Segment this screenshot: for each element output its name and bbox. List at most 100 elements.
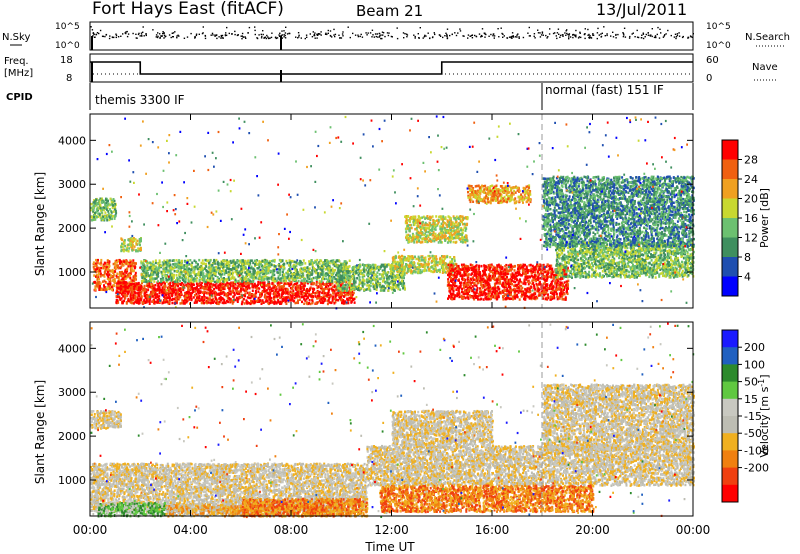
- heat-cell: [275, 279, 278, 283]
- nsky-point: [326, 33, 328, 36]
- heat-cell: [317, 285, 320, 289]
- heat-cell: [259, 292, 262, 295]
- heat-cell: [268, 283, 271, 287]
- nsky-point: [622, 32, 624, 34]
- heat-cell: [257, 296, 260, 300]
- heat-cell: [346, 292, 349, 296]
- heat-cell: [137, 247, 140, 250]
- heat-cell: [289, 281, 292, 284]
- heat-cell: [241, 300, 244, 304]
- heat-cell: [279, 259, 282, 262]
- heat-cell: [98, 288, 101, 291]
- heat-cell: [163, 291, 166, 294]
- heat-cell: [209, 277, 212, 280]
- heat-cell: [104, 266, 107, 270]
- heat-cell: [227, 273, 230, 276]
- nsky-point: [108, 37, 111, 40]
- heat-cell: [189, 279, 192, 282]
- heat-cell: [181, 277, 184, 280]
- heat-cell: [223, 299, 226, 302]
- heat-cell: [261, 292, 263, 296]
- heat-cell: [170, 288, 173, 291]
- nsky-point: [678, 32, 680, 34]
- nsky-point: [429, 37, 431, 40]
- heat-cell: [415, 257, 418, 261]
- heat-cell: [219, 292, 222, 296]
- nsky-point: [502, 36, 504, 38]
- freq-unit-label: [MHz]: [4, 68, 33, 79]
- heat-cell: [209, 290, 212, 293]
- nsky-point: [137, 33, 140, 36]
- nsky-point: [284, 34, 286, 37]
- heat-cell: [269, 265, 272, 268]
- heat-cell: [210, 280, 212, 283]
- nsky-point: [600, 35, 603, 38]
- heat-cell: [161, 292, 164, 295]
- heat-cell: [211, 273, 214, 277]
- heat-cell: [331, 285, 334, 289]
- nsky-point: [467, 37, 469, 39]
- heat-cell: [273, 279, 276, 283]
- heat-cell: [214, 272, 217, 276]
- heat-cell: [282, 292, 285, 295]
- nsky-point: [218, 36, 220, 38]
- heat-cell: [174, 266, 177, 269]
- heat-cell: [302, 259, 305, 262]
- heat-cell: [100, 288, 103, 291]
- heat-cell: [130, 288, 133, 291]
- heat-cell: [210, 293, 213, 296]
- heat-cell: [208, 275, 210, 278]
- nsky-point: [220, 37, 222, 39]
- heat-cell: [126, 275, 129, 279]
- heat-cell: [262, 286, 265, 289]
- nsky-point: [365, 32, 367, 34]
- nsky-point: [313, 33, 316, 36]
- heat-cell: [295, 273, 298, 276]
- nsky-point: [347, 26, 349, 28]
- nsky-point: [339, 37, 341, 39]
- nsky-point: [481, 28, 484, 30]
- heat-cell: [212, 283, 215, 286]
- heat-cell: [129, 244, 132, 247]
- heat-cell: [163, 289, 165, 292]
- heat-cell: [451, 260, 453, 263]
- heat-cell: [289, 290, 292, 293]
- nsky-point: [414, 35, 416, 38]
- heat-cell: [289, 264, 291, 267]
- nsky-point: [584, 28, 586, 30]
- heat-cell: [115, 285, 118, 288]
- heat-cell: [114, 264, 117, 267]
- nsky-point: [210, 34, 212, 36]
- heat-cell: [195, 282, 198, 285]
- heat-cell: [267, 287, 270, 290]
- heat-cell: [126, 285, 129, 288]
- heat-cell: [347, 301, 350, 305]
- heat-cell: [147, 294, 150, 298]
- heat-cell: [327, 284, 330, 288]
- heat-cell: [220, 270, 223, 273]
- heat-cell: [326, 299, 329, 302]
- heat-cell: [141, 269, 144, 272]
- nave-tick-bottom: 0: [706, 73, 712, 84]
- heat-cell: [440, 261, 443, 264]
- heat-cell: [105, 264, 108, 268]
- heat-cell: [169, 276, 171, 280]
- heat-cell: [189, 287, 192, 291]
- heat-cell: [260, 279, 263, 282]
- nsky-point: [514, 36, 517, 38]
- heat-cell: [388, 282, 391, 285]
- heat-cell: [180, 276, 183, 280]
- nsky-point: [341, 33, 344, 35]
- heat-cell: [127, 290, 130, 294]
- heat-cell: [147, 266, 150, 269]
- heat-cell: [179, 276, 182, 279]
- heat-cell: [235, 296, 238, 300]
- nsky-point: [245, 37, 247, 39]
- heat-cell: [178, 292, 181, 296]
- heat-cell: [317, 264, 319, 267]
- heat-cell: [292, 292, 295, 295]
- heat-cell: [280, 288, 283, 291]
- heat-cell: [235, 267, 238, 271]
- heat-cell: [97, 282, 100, 285]
- heat-cell: [352, 291, 355, 295]
